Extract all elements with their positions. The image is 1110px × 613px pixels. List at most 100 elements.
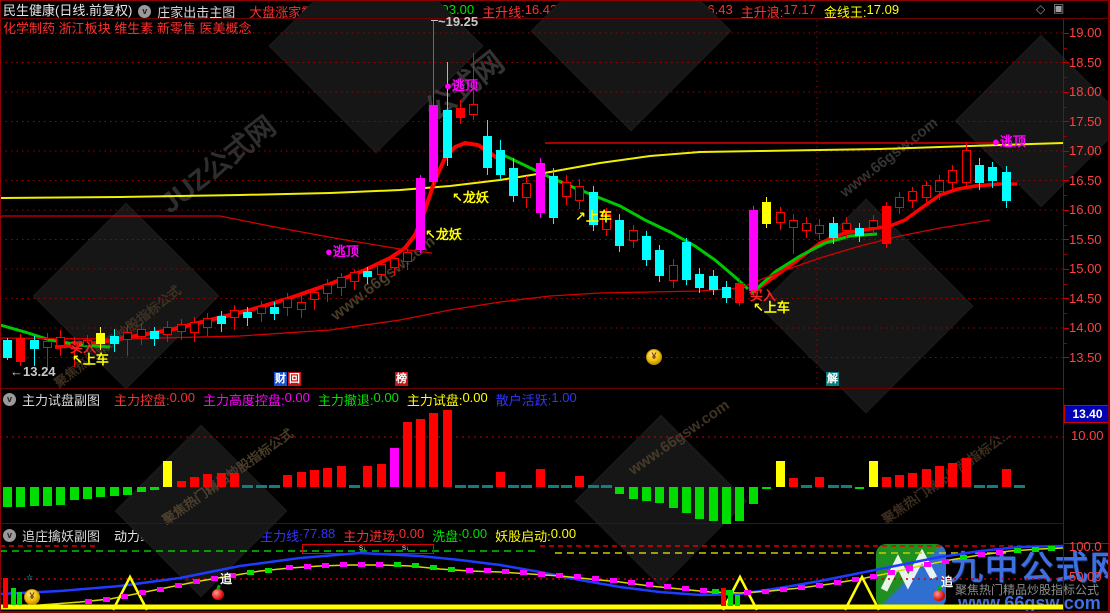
- sub1-stat-value-1: 0.00: [284, 390, 310, 405]
- chart-annotation: ~19.25: [438, 14, 479, 29]
- histogram-bar: [749, 487, 758, 504]
- momentum-dot: [502, 569, 509, 575]
- candle: [948, 170, 957, 183]
- candle: [337, 277, 346, 288]
- candle-wick: [793, 214, 794, 254]
- momentum-dot: [762, 588, 769, 594]
- price-axis-label: 18.50: [1069, 54, 1102, 70]
- candle: [217, 316, 226, 324]
- histogram-bar: [43, 487, 52, 506]
- candle: [562, 182, 571, 197]
- candle: [855, 228, 864, 236]
- candle-wick: [433, 20, 434, 185]
- candle: [988, 167, 997, 181]
- histogram-dash: [269, 485, 280, 488]
- signal-triangle: [111, 574, 149, 611]
- candle: [522, 183, 531, 198]
- coin-icon[interactable]: ¥: [24, 589, 40, 605]
- axis-tick: [1063, 180, 1069, 181]
- candle: [749, 210, 758, 291]
- price-axis-label: 14.50: [1069, 290, 1102, 306]
- histogram-dash: [601, 485, 612, 488]
- candle: [377, 264, 386, 275]
- candle: [163, 327, 172, 335]
- sub2-stat-label-5: 妖股启动:: [495, 529, 551, 544]
- momentum-dot: [712, 589, 719, 595]
- chase-label: 追: [220, 572, 233, 586]
- candle-wick: [47, 333, 48, 370]
- sub1-indicator-name[interactable]: 主力试盘副图: [22, 393, 101, 408]
- histogram-bar: [682, 487, 691, 513]
- header-separator: [0, 18, 1110, 19]
- momentum-dot: [664, 584, 671, 590]
- momentum-dot: [1048, 545, 1055, 551]
- sub2-stat-value-3: 0.00: [398, 526, 425, 541]
- high-price-tick: [431, 20, 438, 21]
- histogram-bar: [762, 487, 771, 489]
- histogram-dash: [468, 485, 479, 488]
- candle: [16, 338, 25, 362]
- candle: [776, 212, 785, 223]
- candle: [416, 178, 425, 250]
- candle: [297, 302, 306, 310]
- axis-tick: [1063, 121, 1069, 122]
- window-border-bottom: [0, 611, 1110, 613]
- candle-wick: [127, 325, 128, 356]
- histogram-bar: [56, 487, 65, 505]
- candle: [655, 250, 664, 276]
- axis-minor-tick: [1063, 165, 1067, 167]
- window-mode-icon[interactable]: ▣: [1053, 1, 1065, 15]
- chart-annotation: ↖上车: [72, 352, 109, 367]
- momentum-dot: [852, 577, 859, 583]
- event-marker-榜[interactable]: 榜: [395, 372, 408, 386]
- candle: [762, 202, 771, 224]
- price-axis-label: 17.50: [1069, 113, 1102, 129]
- apple-icon[interactable]: [933, 590, 945, 601]
- momentum-dot: [592, 576, 599, 582]
- candle: [629, 230, 638, 241]
- histogram-dash: [508, 485, 519, 488]
- histogram-dash: [828, 485, 839, 488]
- main-indicator-name[interactable]: 庄家出击主图: [157, 5, 236, 20]
- axis-minor-tick: [1063, 47, 1067, 49]
- price-axis-label: 13.50: [1069, 349, 1102, 365]
- histogram-bar: [177, 481, 186, 487]
- momentum-dot: [304, 564, 311, 570]
- window-border-right: [1108, 0, 1110, 613]
- candle: [975, 165, 984, 183]
- histogram-bar: [962, 458, 971, 487]
- window-border-top: [0, 0, 1110, 1]
- candle: [735, 283, 744, 303]
- apple-icon[interactable]: [212, 589, 224, 600]
- momentum-dot: [744, 589, 751, 595]
- header-stat-label-2: 主升线:: [482, 5, 525, 20]
- histogram-bar: [575, 476, 584, 487]
- event-marker-财[interactable]: 财: [274, 372, 287, 386]
- diamond-icon[interactable]: ◇: [1036, 2, 1046, 16]
- candle: [722, 287, 731, 298]
- candle: [536, 163, 545, 213]
- sub2-stat-value-2: 77.88: [302, 526, 336, 541]
- sub1-stat-label-0: 主力控盘:: [114, 393, 170, 408]
- histogram-bar: [363, 466, 372, 487]
- histogram-bar: [935, 466, 944, 487]
- price-axis-label: 18.00: [1069, 84, 1102, 99]
- collapse-main-icon[interactable]: v: [138, 5, 152, 18]
- axis-minor-tick: [1063, 136, 1067, 138]
- collapse-sub1-icon[interactable]: v: [3, 393, 16, 406]
- header-stat-value-6: 17.09: [866, 2, 900, 17]
- event-marker-回[interactable]: 回: [288, 372, 301, 386]
- histogram-bar: [70, 487, 79, 500]
- candle: [43, 341, 52, 348]
- money-bag-icon[interactable]: ¥: [646, 349, 662, 365]
- event-marker-解[interactable]: 解: [826, 372, 839, 386]
- sector-tags[interactable]: 化学制药 浙江板块 维生素 新零售 医美概念: [3, 21, 252, 36]
- histogram-dash: [987, 485, 998, 488]
- collapse-sub2-icon[interactable]: v: [3, 529, 16, 542]
- histogram-bar: [709, 487, 718, 521]
- momentum-dot: [157, 586, 164, 592]
- candle: [483, 136, 492, 168]
- histogram-bar: [30, 487, 39, 506]
- sub2-indicator-name[interactable]: 追庄擒妖副图: [22, 529, 101, 544]
